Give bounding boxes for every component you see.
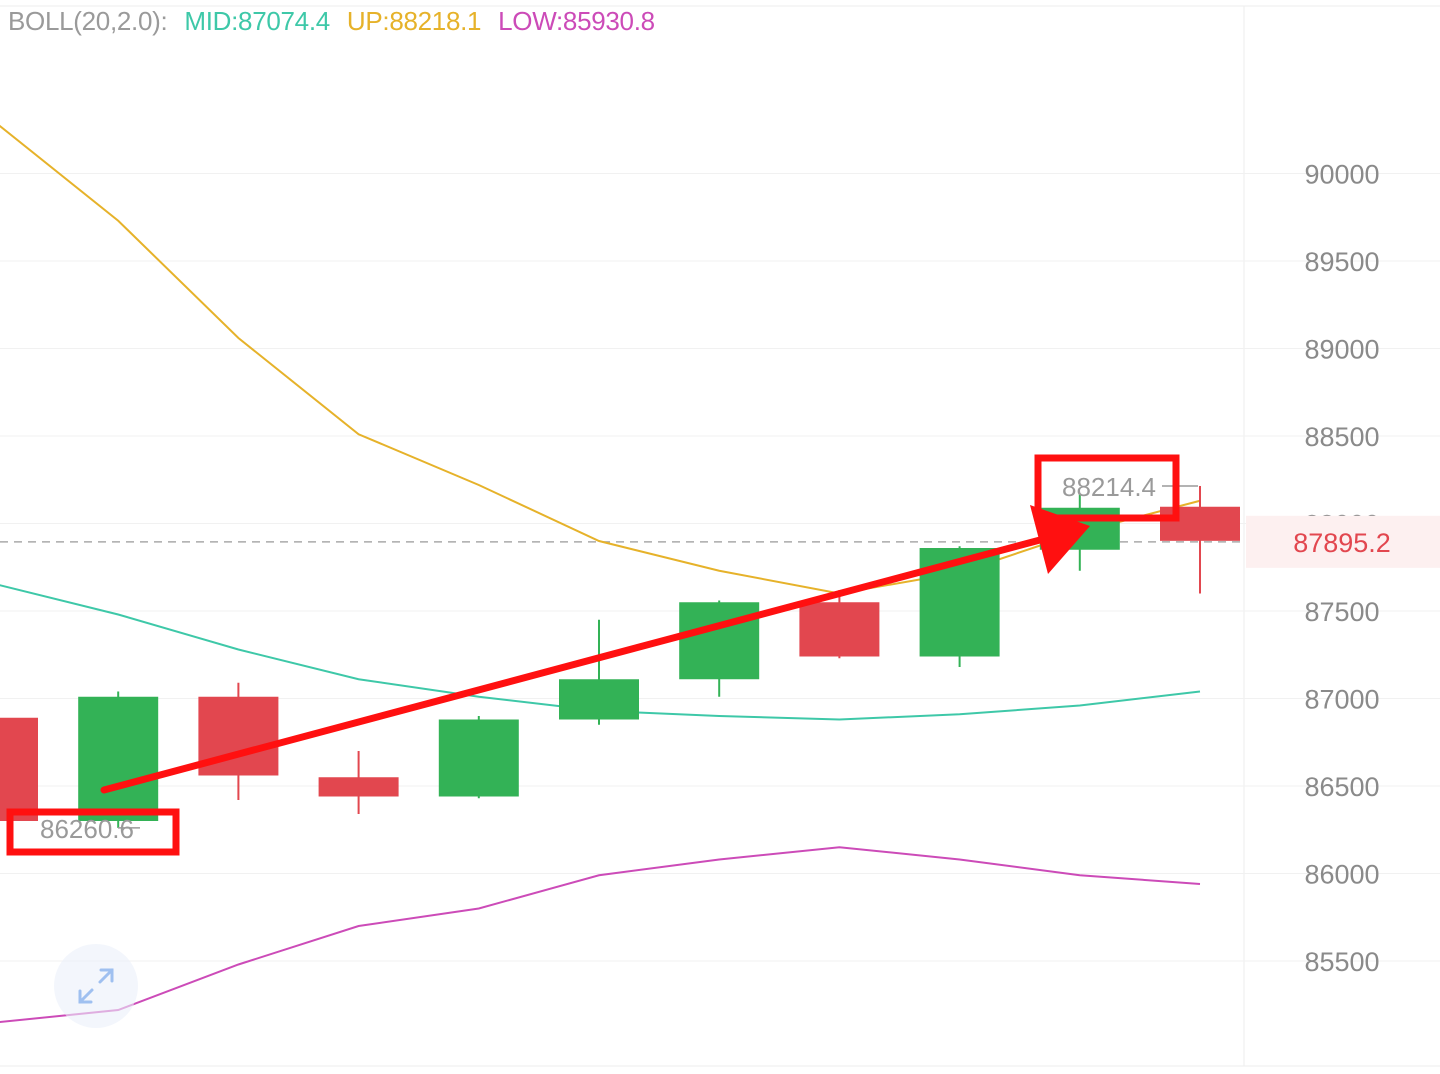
y-tick-label: 89500	[1304, 247, 1379, 277]
y-tick-label: 87500	[1304, 597, 1379, 627]
candle-body	[799, 602, 880, 657]
y-tick-label: 86500	[1304, 772, 1379, 802]
high-highlight-box	[1034, 454, 1180, 522]
boll-low-line	[0, 846, 1201, 1024]
candle-body	[0, 717, 38, 821]
legend-indicator: BOLL(20,2.0):	[8, 6, 168, 36]
boll-up-line	[0, 124, 1201, 595]
y-tick-label: 87000	[1304, 685, 1379, 715]
expand-button[interactable]	[54, 944, 138, 1028]
y-tick-label: 88500	[1304, 422, 1379, 452]
candle-body	[438, 719, 519, 797]
expand-arrows-icon	[78, 968, 114, 1004]
legend-up: UP:88218.1	[346, 6, 482, 36]
legend-low: LOW:85930.8	[498, 6, 655, 36]
legend-mid: MID:87074.4	[184, 6, 330, 36]
trend-arrow-head	[1030, 505, 1090, 574]
candle-body	[1160, 506, 1240, 541]
low-highlight-box	[6, 808, 180, 856]
last-price-label: 87895.2	[1293, 528, 1391, 558]
y-tick-label: 86000	[1304, 860, 1379, 890]
candle-body	[318, 777, 399, 797]
indicator-legend: BOLL(20,2.0): MID:87074.4 UP:88218.1 LOW…	[8, 6, 665, 37]
candle-body	[679, 602, 760, 680]
candle-body	[559, 679, 639, 720]
last-price-tag	[1246, 515, 1440, 568]
candle-body	[78, 696, 159, 821]
high-annotation: 88214.4	[1062, 472, 1156, 502]
y-tick-label: 85500	[1304, 947, 1379, 977]
y-tick-label: 90000	[1304, 160, 1379, 190]
low-annotation: 86260.6	[40, 814, 134, 844]
trend-arrow-shaft	[100, 536, 1044, 794]
y-tick-label: 89000	[1304, 335, 1379, 365]
